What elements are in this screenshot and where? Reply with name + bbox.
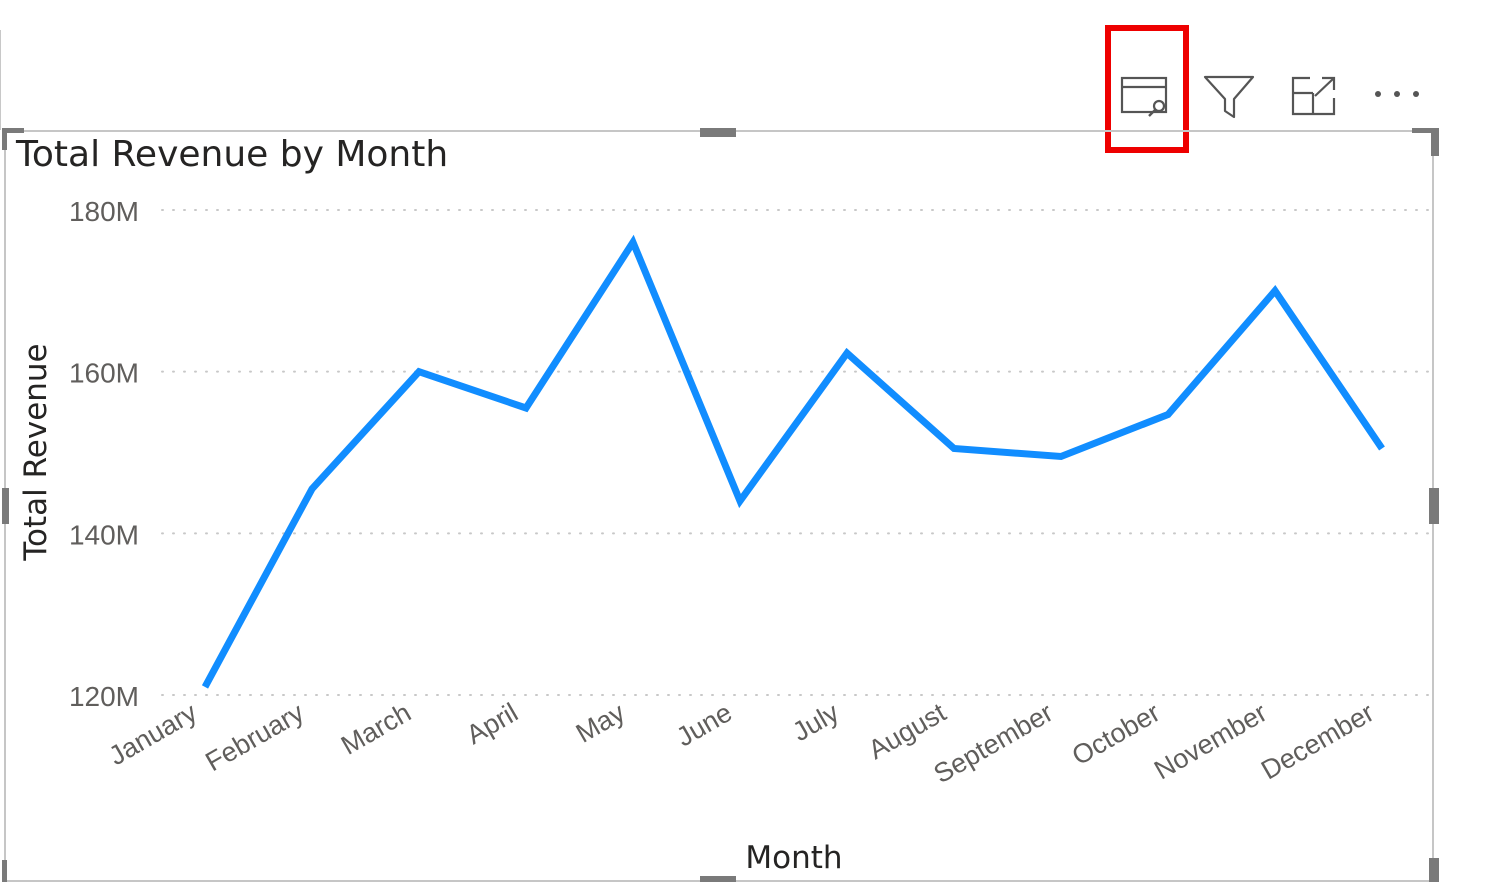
expand-icon [1291, 76, 1336, 116]
resize-handle-left[interactable] [2, 488, 9, 524]
x-tick-label: December [1256, 697, 1379, 785]
x-tick-label: March [336, 697, 416, 760]
x-tick-label: April [461, 697, 523, 750]
x-tick-label: September [929, 697, 1058, 789]
resize-handle-bottom-left[interactable] [2, 860, 7, 882]
expand-button[interactable] [1282, 60, 1346, 124]
data-point[interactable] [1165, 411, 1172, 418]
x-tick-label: June [671, 697, 737, 752]
focus-mode-highlight [1105, 25, 1189, 153]
data-point[interactable] [523, 405, 530, 412]
resize-handle-top[interactable] [700, 128, 736, 137]
resize-handle-top-left[interactable] [2, 128, 24, 133]
filter-icon [1203, 75, 1255, 119]
resize-handle-bottom-right[interactable] [1429, 858, 1439, 882]
x-axis-title: Month [745, 840, 842, 876]
x-tick-label: November [1149, 697, 1272, 785]
data-point[interactable] [202, 683, 209, 690]
data-point[interactable] [737, 498, 744, 505]
x-tick-label: February [200, 697, 309, 777]
resize-handle-top-right-v[interactable] [1431, 128, 1439, 156]
data-point[interactable] [416, 368, 423, 375]
resize-handle-right[interactable] [1429, 488, 1439, 524]
x-tick-label: July [787, 697, 844, 747]
x-tick-label: August [863, 697, 951, 765]
focus-mode-button[interactable] [1114, 60, 1178, 124]
data-point[interactable] [1379, 445, 1386, 452]
y-tick-label: 180M [69, 196, 139, 227]
resize-handle-top-right[interactable] [1412, 128, 1438, 133]
focus-mode-icon [1120, 76, 1168, 117]
data-point[interactable] [309, 485, 316, 492]
pane-divider [0, 30, 1, 130]
data-point[interactable] [1058, 453, 1065, 460]
data-point[interactable] [1272, 287, 1279, 294]
y-axis-title: Total Revenue [18, 343, 54, 561]
chart-title: Total Revenue by Month [16, 134, 449, 175]
data-point[interactable] [844, 350, 851, 357]
resize-handle-bottom[interactable] [700, 876, 736, 882]
more-options-button[interactable] [1366, 60, 1430, 124]
y-tick-label: 160M [69, 358, 139, 389]
data-point[interactable] [951, 445, 958, 452]
data-point[interactable] [630, 239, 637, 246]
more-options-icon [1375, 91, 1419, 97]
series-line[interactable] [201, 234, 1385, 689]
filter-button[interactable] [1198, 60, 1262, 124]
x-tick-label: May [571, 697, 631, 749]
resize-handle-top-left-v[interactable] [2, 128, 7, 150]
y-tick-label: 140M [69, 519, 139, 550]
y-tick-label: 120M [69, 681, 139, 712]
